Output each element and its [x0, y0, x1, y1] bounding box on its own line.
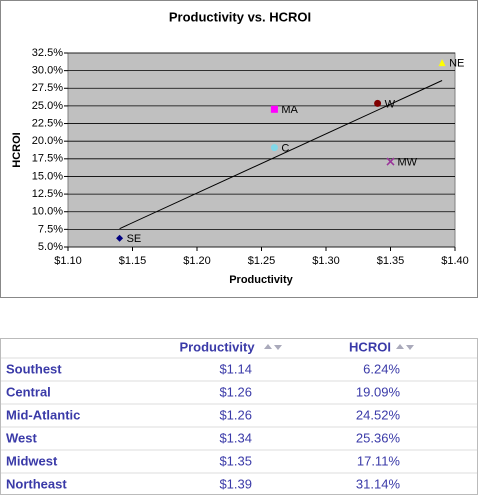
cell: 25.36% — [356, 430, 401, 445]
y-tick-label: 7.5% — [38, 223, 63, 235]
point — [386, 157, 395, 166]
y-axis-title: HCROI — [11, 132, 23, 167]
cell: 19.09% — [356, 384, 401, 399]
cell: 6.24% — [363, 361, 400, 376]
column-header[interactable]: Productivity — [179, 339, 255, 354]
y-tick-label: 12.5% — [32, 188, 63, 200]
point-label: C — [281, 143, 289, 155]
x-tick-label: $1.35 — [377, 255, 405, 267]
point — [438, 59, 446, 67]
x-tick-label: $1.15 — [119, 255, 147, 267]
sort-up-icon — [264, 344, 272, 349]
y-tick-label: 32.5% — [32, 47, 63, 59]
row-name: Mid-Atlantic — [6, 407, 80, 422]
cell: 17.11% — [357, 453, 401, 468]
row-name: Central — [6, 384, 51, 399]
chart-title: Productivity vs. HCROI — [169, 9, 311, 24]
point-label: W — [385, 98, 396, 110]
point-label: SE — [127, 233, 142, 245]
cell: $1.26 — [219, 384, 252, 399]
sort-down-icon — [406, 345, 414, 350]
point-label: NE — [449, 58, 464, 70]
cell: $1.26 — [219, 407, 252, 422]
cell: 24.52% — [356, 407, 401, 422]
table-frame — [0, 338, 478, 495]
x-tick-label: $1.25 — [248, 255, 276, 267]
y-tick-label: 15.0% — [32, 170, 63, 182]
y-tick-label: 5.0% — [38, 241, 63, 253]
point — [270, 105, 278, 113]
cell: 31.14% — [356, 476, 401, 491]
y-tick-label: 20.0% — [32, 135, 63, 147]
sort-down-icon — [274, 345, 282, 350]
row-name: Northeast — [6, 476, 67, 491]
trendline — [119, 80, 443, 230]
row-name: West — [6, 430, 37, 445]
cell: $1.35 — [219, 453, 252, 468]
x-tick-label: $1.30 — [312, 255, 340, 267]
row-name: Southest — [6, 361, 62, 376]
plot-area — [67, 52, 456, 248]
x-axis-title: Productivity — [229, 274, 293, 286]
y-tick-label: 25.0% — [32, 100, 63, 112]
x-tick-label: $1.40 — [441, 255, 469, 267]
point-label: MW — [398, 156, 418, 168]
point — [270, 144, 278, 152]
column-header[interactable]: HCROI — [349, 339, 391, 354]
y-tick-label: 30.0% — [32, 65, 63, 77]
cell: $1.14 — [219, 361, 252, 376]
y-tick-label: 17.5% — [32, 153, 63, 165]
sort-up-icon — [396, 344, 404, 349]
y-tick-label: 10.0% — [32, 206, 63, 218]
x-tick-label: $1.20 — [183, 255, 211, 267]
point-label: MA — [281, 104, 298, 116]
point — [374, 99, 382, 107]
cell: $1.39 — [219, 476, 252, 491]
row-name: Midwest — [6, 453, 58, 468]
cell: $1.34 — [219, 430, 252, 445]
y-tick-label: 27.5% — [32, 82, 63, 94]
y-tick-label: 22.5% — [32, 117, 63, 129]
x-tick-label: $1.10 — [54, 255, 82, 267]
point — [116, 234, 124, 242]
